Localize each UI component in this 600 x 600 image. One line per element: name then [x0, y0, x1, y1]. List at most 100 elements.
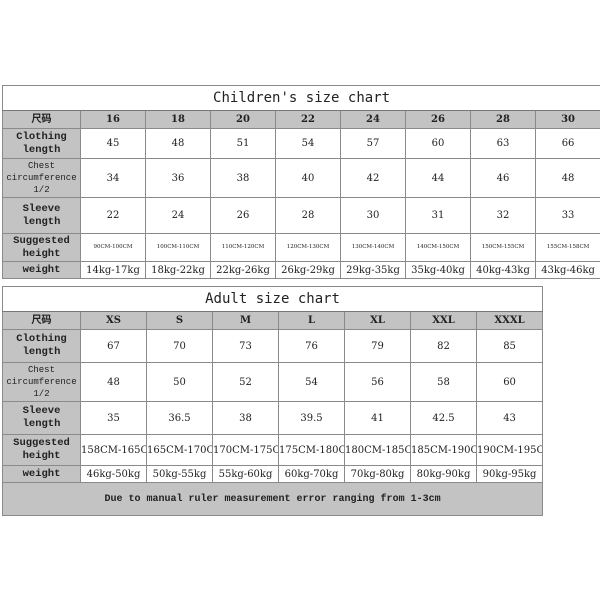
row-label: Chest circumference 1/2 — [2, 362, 81, 402]
table-cell: 130CM-140CM — [340, 233, 406, 262]
row-label: Clothing length — [2, 128, 81, 159]
table-cell: 63 — [470, 128, 536, 159]
table-row: Clothing length 45 48 51 54 57 60 63 66 — [2, 128, 600, 159]
table-cell: 26 — [210, 197, 276, 234]
table-cell: 36 — [145, 158, 211, 198]
table-cell: 67 — [80, 329, 147, 363]
table-row: weight 46kg-50kg 50kg-55kg 55kg-60kg 60kg-70… — [2, 465, 544, 483]
table-cell: 158CM-165CM — [80, 434, 147, 466]
table-cell: 190CM-195CM — [475, 434, 544, 466]
children-size-chart: Children's size chart 尺码 16 18 20 22 24 26 28 30 C… — [1, 85, 600, 279]
table-cell: 80kg-90kg — [410, 465, 477, 483]
size-header-XXXL: XXXL — [475, 311, 544, 330]
size-header-XXL: XXL — [410, 311, 477, 330]
table-cell: 38 — [210, 158, 276, 198]
size-header-XL: XL — [344, 311, 411, 330]
row-label: weight — [2, 261, 81, 279]
table-cell: 57 — [340, 128, 406, 159]
table-cell: 185CM-190CM — [410, 434, 477, 466]
size-header-26: 26 — [405, 110, 471, 129]
size-header-label: 尺码 — [2, 110, 81, 129]
table-row: Sleeve length 22 24 26 28 30 31 32 33 — [2, 197, 600, 234]
size-header-22: 22 — [275, 110, 341, 129]
table-cell: 170CM-175CM — [212, 434, 279, 466]
table-cell: 42 — [340, 158, 406, 198]
table-cell: 43 — [475, 401, 544, 435]
table-cell: 110CM-120CM — [210, 233, 276, 262]
table-cell: 46kg-50kg — [80, 465, 147, 483]
row-label: Sleeve length — [2, 197, 81, 234]
table-cell: 46 — [470, 158, 536, 198]
size-header-16: 16 — [80, 110, 146, 129]
table-row: Chest circumference 1/2 34 36 38 40 42 44 46 48 — [2, 158, 600, 198]
row-label: weight — [2, 465, 81, 483]
table-cell: 70 — [146, 329, 213, 363]
table-cell: 120CM-130CM — [275, 233, 341, 262]
table-cell: 50 — [146, 362, 213, 402]
size-header-20: 20 — [210, 110, 276, 129]
table-cell: 140CM-150CM — [405, 233, 471, 262]
chart-title: Children's size chart — [1, 85, 600, 111]
table-cell: 18kg-22kg — [145, 261, 211, 279]
table-cell: 54 — [275, 128, 341, 159]
table-row: Sleeve length 35 36.5 38 39.5 41 42.5 43 — [2, 401, 544, 435]
row-label: Chest circumference 1/2 — [2, 158, 81, 198]
row-label: Sleeve length — [2, 401, 81, 435]
table-row: Suggested height 90CM-100CM 100CM-110CM 110… — [2, 233, 600, 262]
table-cell: 60 — [475, 362, 544, 402]
table-cell: 58 — [410, 362, 477, 402]
table-cell: 45 — [80, 128, 146, 159]
table-row: weight 14kg-17kg 18kg-22kg 22kg-26kg 26kg-29… — [2, 261, 600, 279]
table-cell: 35kg-40kg — [405, 261, 471, 279]
table-cell: 32 — [470, 197, 536, 234]
measurement-note: Due to manual ruler measurement error ra… — [1, 482, 544, 516]
table-cell: 48 — [145, 128, 211, 159]
table-cell: 52 — [212, 362, 279, 402]
table-row: Chest circumference 1/2 48 50 52 54 56 58 60 — [2, 362, 544, 402]
table-cell: 100CM-110CM — [145, 233, 211, 262]
table-cell: 44 — [405, 158, 471, 198]
size-header-24: 24 — [340, 110, 406, 129]
row-label: Suggested height — [2, 233, 81, 262]
table-cell: 60 — [405, 128, 471, 159]
table-cell: 48 — [80, 362, 147, 402]
size-header-row: 尺码 16 18 20 22 24 26 28 30 — [2, 110, 600, 129]
table-cell: 85 — [475, 329, 544, 363]
table-cell: 22kg-26kg — [210, 261, 276, 279]
table-cell: 14kg-17kg — [80, 261, 146, 279]
table-cell: 73 — [212, 329, 279, 363]
table-cell: 155CM-158CM — [534, 233, 600, 262]
table-cell: 22 — [80, 197, 146, 234]
table-cell: 29kg-35kg — [340, 261, 406, 279]
table-cell: 41 — [344, 401, 411, 435]
table-cell: 150CM-155CM — [470, 233, 536, 262]
table-cell: 30 — [340, 197, 406, 234]
table-cell: 48 — [534, 158, 600, 198]
size-header-S: S — [146, 311, 213, 330]
table-cell: 70kg-80kg — [344, 465, 411, 483]
table-cell: 51 — [210, 128, 276, 159]
table-cell: 43kg-46kg — [534, 261, 600, 279]
table-cell: 40 — [275, 158, 341, 198]
table-cell: 54 — [278, 362, 345, 402]
table-cell: 180CM-185CM — [344, 434, 411, 466]
table-cell: 39.5 — [278, 401, 345, 435]
row-label: Suggested height — [2, 434, 81, 466]
table-cell: 175CM-180CM — [278, 434, 345, 466]
table-cell: 165CM-170CM — [146, 434, 213, 466]
table-cell: 42.5 — [410, 401, 477, 435]
table-cell: 24 — [145, 197, 211, 234]
table-cell: 31 — [405, 197, 471, 234]
table-cell: 36.5 — [146, 401, 213, 435]
table-cell: 26kg-29kg — [275, 261, 341, 279]
table-cell: 90CM-100CM — [80, 233, 146, 262]
size-header-row: 尺码 XS S M L XL XXL XXXL — [2, 311, 544, 330]
table-cell: 76 — [278, 329, 345, 363]
size-header-M: M — [212, 311, 279, 330]
size-header-18: 18 — [145, 110, 211, 129]
table-cell: 38 — [212, 401, 279, 435]
table-cell: 34 — [80, 158, 146, 198]
size-header-28: 28 — [470, 110, 536, 129]
size-header-label: 尺码 — [2, 311, 81, 330]
table-cell: 35 — [80, 401, 147, 435]
